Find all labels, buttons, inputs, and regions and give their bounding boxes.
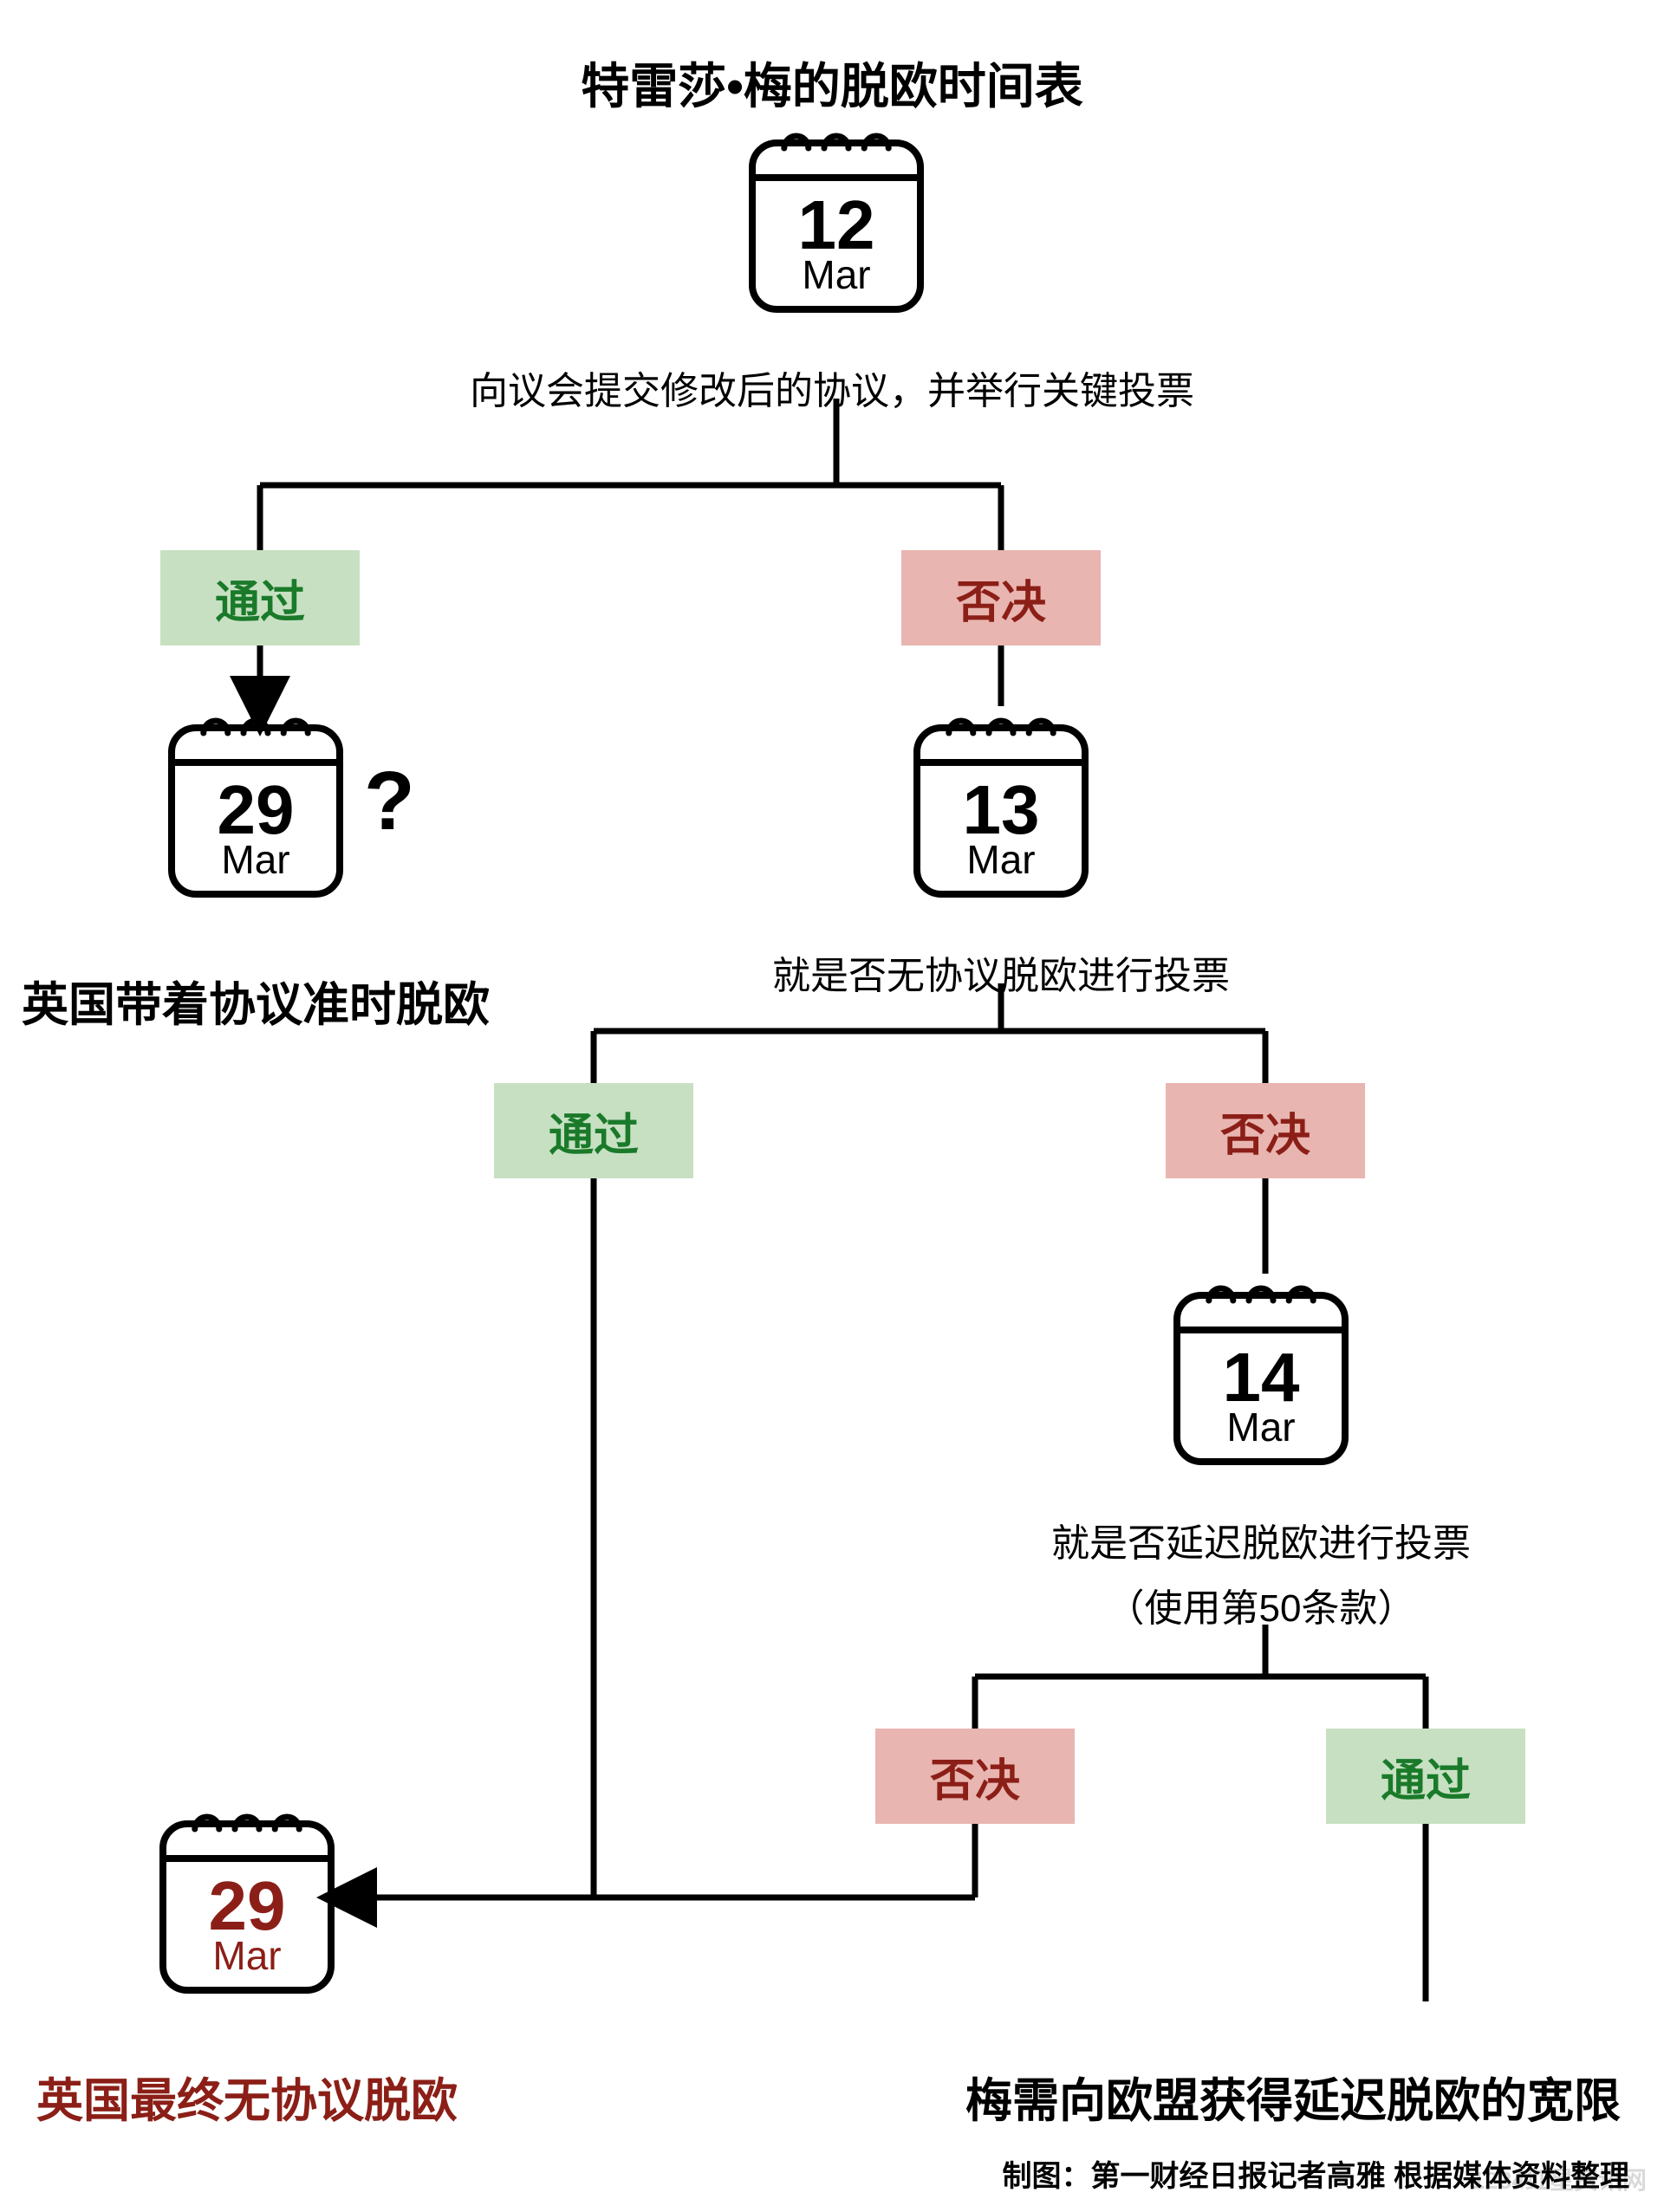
calendar-icon-mar14: 14Mar bbox=[1170, 1269, 1352, 1469]
calendar-month: Mar bbox=[910, 840, 1092, 879]
outcome-badge-b2_reject: 否决 bbox=[1166, 1083, 1365, 1178]
calendar-day: 13 bbox=[910, 775, 1092, 845]
calendar-icon-mar29b: 29Mar bbox=[156, 1798, 338, 1997]
calendar-day: 12 bbox=[745, 191, 927, 260]
calendar-day: 29 bbox=[156, 1871, 338, 1941]
diagram-title: 特雷莎•梅的脱欧时间表 bbox=[0, 48, 1664, 118]
question-mark: ? bbox=[364, 754, 415, 849]
outcome-badge-b1_pass: 通过 bbox=[160, 550, 360, 645]
description-t2: 就是否无协议脱欧进行投票 bbox=[654, 944, 1348, 1000]
outcome-badge-b3_reject: 否决 bbox=[875, 1729, 1075, 1824]
calendar-month: Mar bbox=[1170, 1407, 1352, 1447]
calendar-month: Mar bbox=[745, 255, 927, 295]
outcome-badge-b3_pass: 通过 bbox=[1326, 1729, 1525, 1824]
calendar-icon-mar13: 13Mar bbox=[910, 702, 1092, 901]
description-t3b: （使用第50条款） bbox=[958, 1577, 1564, 1632]
calendar-day: 14 bbox=[1170, 1343, 1352, 1412]
calendar-month: Mar bbox=[165, 840, 347, 879]
description-t1: 向议会提交修改后的协议，并举行关键投票 bbox=[312, 360, 1352, 415]
outcome-text-bt3: 梅需向欧盟获得延迟脱欧的宽限 bbox=[965, 2062, 1621, 2131]
watermark-text: 1234红星资讯网 bbox=[1472, 2162, 1647, 2196]
calendar-icon-mar29a: 29Mar bbox=[165, 702, 347, 901]
calendar-month: Mar bbox=[156, 1936, 338, 1975]
outcome-badge-b2_pass: 通过 bbox=[494, 1083, 693, 1178]
description-t3a: 就是否延迟脱欧进行投票 bbox=[958, 1512, 1564, 1567]
outcome-badge-b1_reject: 否决 bbox=[901, 550, 1101, 645]
calendar-icon-mar12: 12Mar bbox=[745, 117, 927, 316]
outcome-text-bt2: 英国最终无协议脱欧 bbox=[0, 2062, 594, 2131]
outcome-text-bt1: 英国带着协议准时脱欧 bbox=[0, 966, 602, 1035]
calendar-day: 29 bbox=[165, 775, 347, 845]
